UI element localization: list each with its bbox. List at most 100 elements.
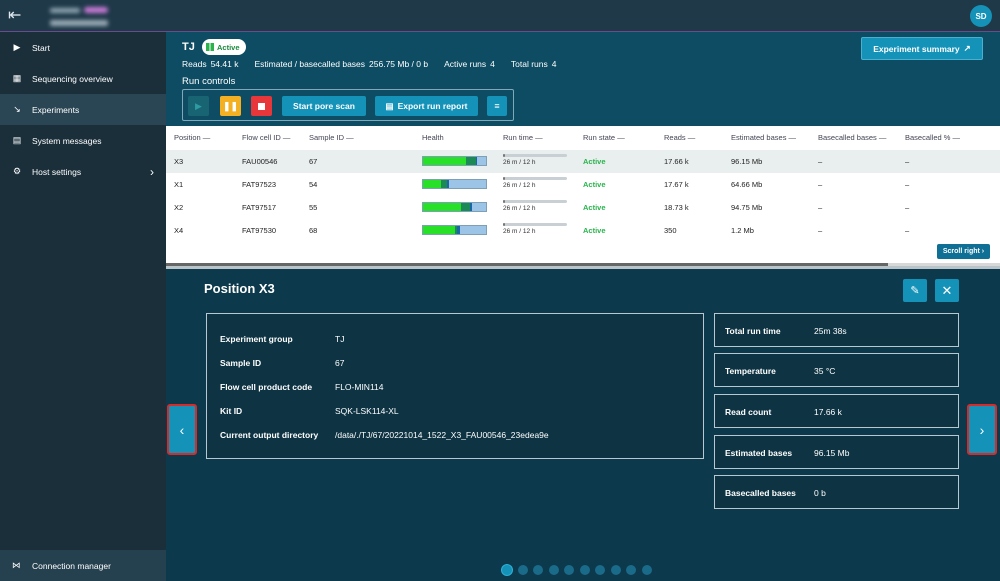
cell-basecalled-pct: – bbox=[905, 226, 910, 235]
run-time-progress: 26 m / 12 h bbox=[503, 200, 567, 213]
position-info-box: Experiment group TJ Sample ID 67 Flow cell… bbox=[206, 313, 704, 459]
chart-line-icon: ↘ bbox=[13, 104, 21, 114]
filter-button[interactable]: ≡ bbox=[487, 96, 507, 116]
pager-dot[interactable] bbox=[548, 565, 559, 575]
table-row[interactable]: X2 FAT97517 55 26 m / 12 h Active 18.73 … bbox=[166, 196, 1000, 219]
filter-icon: ≡ bbox=[494, 101, 500, 111]
top-bar: ⇤ SD bbox=[0, 0, 1000, 32]
play-icon: ▶ bbox=[195, 100, 202, 111]
info-key: Kit ID bbox=[220, 406, 243, 416]
gear-icon: ⚙ bbox=[12, 166, 22, 176]
cell-position: X1 bbox=[174, 180, 184, 189]
header-position[interactable]: Position — bbox=[174, 133, 211, 142]
play-button[interactable]: ▶ bbox=[188, 96, 209, 116]
header-basecalled-pct[interactable]: Basecalled % — bbox=[905, 133, 961, 142]
sidebar-item-label: Experiments bbox=[32, 104, 80, 115]
stat-card-temperature: Temperature 35 °C bbox=[714, 353, 959, 387]
chevron-left-icon: ‹ bbox=[179, 421, 185, 438]
header-health[interactable]: Health bbox=[422, 133, 444, 142]
stat-card-total-run-time: Total run time 25m 38s bbox=[714, 313, 959, 347]
pager-dot[interactable] bbox=[564, 565, 574, 575]
previous-position-button[interactable]: ‹ bbox=[167, 404, 197, 455]
experiment-header: TJ Active Reads 54.41 k Estimated / base… bbox=[166, 32, 1000, 126]
stat-card-basecalled-bases: Basecalled bases 0 b bbox=[714, 475, 959, 509]
cell-reads: 17.66 k bbox=[664, 157, 689, 166]
pager-dot[interactable] bbox=[595, 565, 605, 575]
header-basecalled-bases[interactable]: Basecalled bases — bbox=[818, 133, 887, 142]
position-detail-panel: Position X3 ✎ ✕ Experiment group TJ Sampl… bbox=[166, 266, 1000, 581]
sidebar-item-host-settings[interactable]: ⚙ Host settings › bbox=[0, 156, 166, 187]
pager-dot[interactable] bbox=[641, 565, 652, 575]
experiment-summary-label: Experiment summary bbox=[873, 43, 960, 54]
total-runs-label: Total runs bbox=[510, 59, 548, 69]
next-position-button[interactable]: › bbox=[967, 404, 997, 455]
sidebar-item-system-messages[interactable]: ▤ System messages bbox=[0, 125, 166, 156]
stop-icon bbox=[258, 102, 265, 110]
table-row[interactable]: X4 FAT97530 68 26 m / 12 h Active 350 1.… bbox=[166, 219, 1000, 242]
position-pager bbox=[502, 565, 652, 575]
info-value: /data/./TJ/67/20221014_1522_X3_FAU00546_… bbox=[335, 430, 549, 440]
export-label: Export run report bbox=[397, 101, 468, 111]
scroll-right-button[interactable]: Scroll right › bbox=[937, 244, 990, 259]
cell-sample: 67 bbox=[309, 157, 318, 166]
sidebar-item-experiments[interactable]: ↘ Experiments bbox=[0, 94, 166, 125]
pager-dot[interactable] bbox=[517, 565, 528, 575]
menu-icon[interactable]: ⇤ bbox=[8, 7, 22, 24]
grid-icon: ▦ bbox=[12, 73, 22, 83]
header-sample-id[interactable]: Sample ID — bbox=[309, 133, 354, 142]
header-run-time[interactable]: Run time — bbox=[503, 133, 543, 142]
pager-dot[interactable] bbox=[626, 565, 636, 575]
header-run-state[interactable]: Run state — bbox=[583, 133, 625, 142]
table-row[interactable]: X3 FAU00546 67 26 m / 12 h Active 17.66 … bbox=[166, 150, 1000, 173]
cell-reads: 18.73 k bbox=[664, 203, 689, 212]
edit-button[interactable]: ✎ bbox=[903, 279, 927, 302]
connection-manager-button[interactable]: ⋈ Connection manager bbox=[0, 550, 166, 581]
horizontal-scrollbar[interactable] bbox=[166, 263, 1000, 266]
pager-dot[interactable] bbox=[579, 565, 590, 575]
pause-icon: ❚❚ bbox=[222, 100, 239, 111]
info-key: Current output directory bbox=[220, 430, 319, 440]
network-icon: ⋈ bbox=[12, 560, 21, 570]
experiment-title: TJ bbox=[182, 41, 195, 53]
edit-icon: ✎ bbox=[910, 285, 920, 297]
cell-basecalled-bases: – bbox=[818, 226, 823, 235]
info-value: SQK-LSK114-XL bbox=[335, 406, 399, 416]
sidebar-item-sequencing-overview[interactable]: ▦ Sequencing overview bbox=[0, 63, 166, 94]
info-value: FLO-MIN114 bbox=[335, 382, 384, 392]
pager-dot[interactable] bbox=[502, 565, 512, 575]
status-badge: Active bbox=[202, 39, 246, 55]
export-run-report-button[interactable]: ▤ Export run report bbox=[375, 96, 478, 116]
avatar[interactable]: SD bbox=[970, 5, 992, 27]
cell-flow-cell: FAU00546 bbox=[242, 157, 278, 166]
message-icon: ▤ bbox=[12, 135, 22, 145]
cell-sample: 55 bbox=[309, 203, 318, 212]
pager-dot[interactable] bbox=[533, 565, 543, 575]
table-row[interactable]: X1 FAT97523 54 26 m / 12 h Active 17.67 … bbox=[166, 173, 1000, 196]
sidebar-item-start[interactable]: ▶ Start bbox=[0, 32, 166, 63]
status-icon bbox=[206, 43, 214, 51]
brand-logo bbox=[50, 6, 130, 26]
cell-flow-cell: FAT97517 bbox=[242, 203, 277, 212]
run-time-progress: 26 m / 12 h bbox=[503, 177, 567, 190]
cell-run-state: Active bbox=[583, 203, 606, 212]
header-flow-cell-id[interactable]: Flow cell ID — bbox=[242, 133, 291, 142]
experiment-summary-button[interactable]: Experiment summary ↗ bbox=[861, 37, 983, 60]
info-key: Flow cell product code bbox=[220, 382, 313, 392]
pause-button[interactable]: ❚❚ bbox=[220, 96, 241, 116]
cell-run-state: Active bbox=[583, 157, 606, 166]
trend-icon: ↗ bbox=[963, 43, 971, 53]
header-reads[interactable]: Reads — bbox=[664, 133, 696, 142]
stop-button[interactable] bbox=[251, 96, 272, 116]
chevron-right-icon: › bbox=[979, 421, 985, 438]
sidebar-item-label: Host settings bbox=[32, 166, 82, 177]
pager-dot[interactable] bbox=[610, 565, 621, 575]
positions-table: Position — Flow cell ID — Sample ID — He… bbox=[166, 126, 1000, 266]
active-runs-label: Active runs bbox=[444, 59, 487, 69]
header-estimated-bases[interactable]: Estimated bases — bbox=[731, 133, 797, 142]
start-pore-scan-button[interactable]: Start pore scan bbox=[282, 96, 366, 116]
reads-value: 54.41 k bbox=[210, 59, 239, 69]
run-time-progress: 26 m / 12 h bbox=[503, 223, 567, 236]
scrollbar-thumb[interactable] bbox=[166, 263, 888, 266]
close-button[interactable]: ✕ bbox=[935, 279, 959, 302]
position-title: Position X3 bbox=[204, 281, 275, 296]
